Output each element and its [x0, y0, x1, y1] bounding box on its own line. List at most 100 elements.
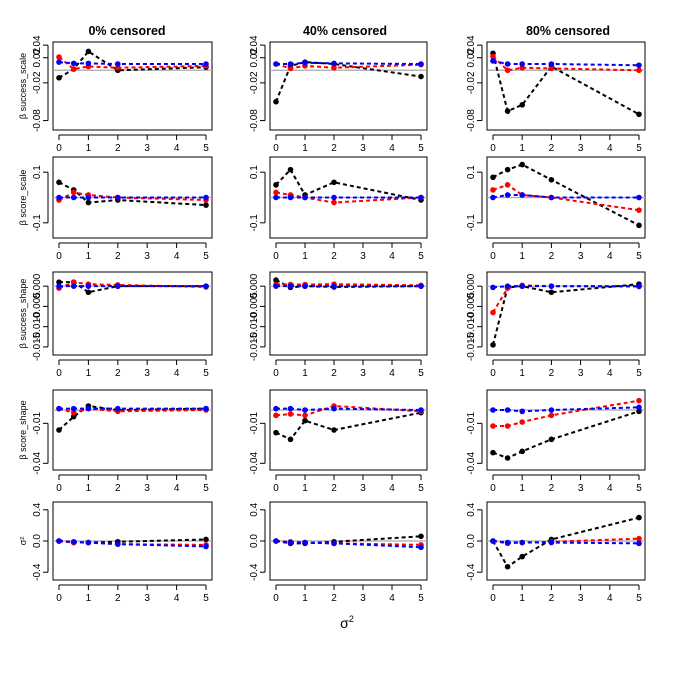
x-tick-label: 4	[174, 251, 180, 262]
series-point-blue	[519, 539, 525, 546]
series-point-blue	[418, 194, 424, 201]
series-point-blue	[636, 404, 642, 411]
series-point-blue	[302, 407, 308, 413]
y-tick-label: 0.000	[32, 273, 43, 298]
x-tick-label: 3	[360, 143, 366, 154]
series-point-red	[287, 65, 294, 72]
series-line-red	[493, 399, 640, 427]
x-tick-label: 5	[203, 483, 209, 494]
x-tick-label: 5	[418, 143, 424, 154]
series-line-red	[492, 284, 640, 314]
y-tick-label: -0.02	[249, 71, 260, 94]
y-axis-label: β score_scale	[18, 170, 28, 226]
series-point-blue	[331, 540, 337, 547]
series-point-black	[548, 436, 555, 443]
series-point-blue	[418, 544, 424, 551]
series-point-red	[70, 279, 77, 285]
series-point-black	[519, 448, 525, 455]
x-tick-label: 5	[418, 483, 424, 494]
x-tick-label: 2	[331, 368, 337, 379]
series-point-blue	[302, 194, 308, 201]
series-point-red	[490, 187, 496, 193]
series-point-red	[636, 535, 642, 542]
series-point-black	[85, 289, 92, 296]
series-point-blue	[273, 538, 279, 544]
series-point-blue	[418, 407, 424, 413]
x-tick-label: 1	[519, 143, 525, 154]
x-tick-label: 0	[273, 368, 279, 379]
series-point-blue	[115, 541, 121, 547]
y-axis-label: β score_shape	[18, 400, 28, 459]
x-tick-label: 5	[203, 368, 209, 379]
series-point-black	[331, 427, 337, 433]
series-point-blue	[273, 405, 279, 412]
series-point-blue	[490, 284, 496, 291]
y-tick-label: -0.02	[466, 71, 477, 94]
series-point-black	[203, 536, 209, 543]
series-point-black	[56, 179, 62, 186]
y-tick-label: -0.005	[32, 292, 43, 321]
x-tick-label: 4	[607, 143, 613, 154]
series-point-blue	[418, 283, 424, 289]
series-point-blue	[636, 540, 642, 547]
series-point-blue	[115, 61, 121, 67]
series-point-black	[490, 342, 496, 348]
series-point-black	[519, 553, 525, 560]
panel-frame	[486, 41, 646, 131]
y-tick-label: -0.010	[249, 312, 260, 341]
panel-grid: 0 1 2 3 4 50.040.02-0.02-0.08β success_scale0…	[18, 35, 646, 604]
x-tick-label: 2	[331, 143, 337, 154]
series-point-blue	[519, 283, 525, 289]
panel-r4-40pct: 0 1 2 3 4 5 0.4 0.0 -0.4	[249, 501, 428, 604]
x-tick-label: 2	[331, 593, 337, 604]
series-point-blue	[56, 538, 62, 544]
x-tick-label: 4	[174, 143, 180, 154]
series-point-blue	[519, 192, 525, 198]
y-tick-label: 0.04	[466, 35, 477, 55]
series-point-blue	[302, 283, 308, 289]
y-tick-label: -0.015	[249, 332, 260, 361]
series-point-black	[504, 166, 511, 173]
y-tick-label: 0.1	[32, 165, 43, 179]
y-tick-label: 0.4	[249, 502, 260, 516]
panel-r3-0pct: 0 1 2 3 4 5 -0.01 -0.04 β score_shape	[18, 389, 213, 494]
y-tick-label: -0.01	[249, 412, 260, 435]
series-point-black	[636, 408, 642, 415]
series-point-blue	[519, 408, 525, 415]
x-tick-label: 3	[144, 251, 150, 262]
series-point-blue	[331, 405, 337, 412]
series-point-blue	[504, 407, 511, 413]
x-tick-label: 0	[56, 143, 62, 154]
series-point-blue	[273, 61, 279, 67]
panel-r2-80pct: 0 1 2 3 4 5 0.000-0.005-0.010-0.015	[466, 271, 646, 379]
y-tick-label: -0.08	[466, 109, 477, 132]
x-tick-label: 5	[203, 251, 209, 262]
x-tick-label: 5	[203, 143, 209, 154]
series-point-black	[287, 436, 294, 443]
series-line-black	[492, 53, 640, 116]
series-point-red	[548, 412, 555, 419]
x-tick-label: 2	[331, 251, 337, 262]
x-tick-label: 3	[360, 593, 366, 604]
x-tick-label: 1	[86, 143, 92, 154]
y-tick-label: 0.1	[249, 165, 260, 179]
y-tick-label: -0.4	[466, 563, 477, 581]
y-tick-label: -0.04	[249, 452, 260, 475]
y-tick-label: 0.0	[466, 534, 477, 548]
series-point-red	[331, 199, 337, 206]
y-axis-label: β success_scale	[18, 53, 28, 119]
series-point-blue	[85, 60, 92, 67]
x-tick-label: 0	[273, 593, 279, 604]
series-line-blue	[276, 61, 422, 65]
series-point-black	[504, 455, 511, 461]
x-tick-label: 1	[519, 593, 525, 604]
x-tick-label: 0	[490, 251, 496, 262]
panel-r1-0pct: 0 1 2 3 4 5 0.1 -0.1 β score_scale	[18, 156, 213, 262]
series-point-blue	[273, 194, 279, 201]
series-point-blue	[519, 61, 525, 67]
y-tick-label: 0.02	[466, 48, 477, 68]
series-point-blue	[115, 194, 121, 201]
series-point-red	[273, 189, 279, 196]
y-tick-label: 0.1	[466, 165, 477, 179]
